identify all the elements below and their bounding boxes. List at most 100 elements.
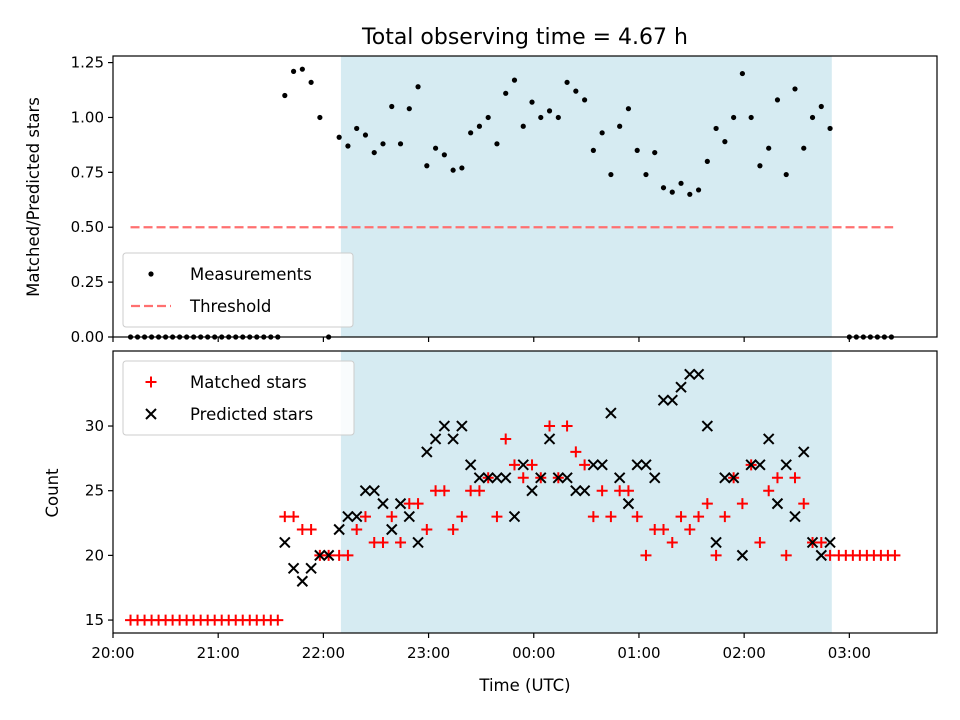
data-point [438,485,450,497]
data-point [450,167,456,173]
data-point [464,459,477,471]
y-tick-label: 25 [85,482,104,500]
data-point [476,123,483,129]
data-point [789,472,801,484]
data-point [675,381,687,393]
data-point [771,497,784,510]
data-point [441,152,447,158]
observing-window-span [340,56,832,337]
data-point [889,549,901,561]
data-point [520,123,526,129]
data-point [403,510,415,523]
y-tick-label: 0.25 [71,273,104,291]
data-point [386,511,398,523]
data-point [447,433,459,445]
data-point [429,433,442,445]
data-point [798,446,810,458]
data-point [380,141,386,147]
data-point [570,446,582,458]
data-point [608,171,614,178]
y-tick-label: 30 [85,417,104,435]
data-point [675,511,687,523]
data-point [731,114,737,121]
data-point [684,368,696,380]
legend: Matched stars Predicted stars [122,360,355,436]
data-point [317,114,323,121]
data-point [719,511,731,523]
data-point [596,459,608,471]
x-axis-label: Time (UTC) [478,676,570,695]
data-point [508,459,520,471]
data-point [579,459,591,471]
data-point [605,407,617,419]
data-point [350,510,363,523]
data-point [543,433,556,445]
data-point [605,511,617,523]
data-point [710,536,722,549]
data-point [695,187,702,193]
data-point [314,549,326,562]
x-tick-label: 21:00 [197,644,240,662]
data-point [459,165,465,171]
data-point [701,498,713,510]
data-point [625,106,632,112]
data-point [503,90,509,96]
data-point [801,145,807,151]
series-0 [125,420,901,626]
data-point [517,459,529,471]
legend-label: Threshold [189,297,271,316]
data-point [780,549,792,561]
data-point [792,86,798,92]
data-point [322,549,335,562]
data-point [754,459,766,471]
data-point [473,472,486,484]
axes-frame [112,350,938,634]
data-point [582,97,588,103]
data-point [544,420,556,432]
data-point [684,524,696,536]
data-point [657,394,670,406]
data-point [643,171,649,178]
y-tick-label: 0.75 [71,163,104,181]
data-point [745,459,757,471]
data-point [827,125,833,132]
data-point [809,114,816,121]
data-point [377,497,389,510]
data-point [762,433,775,445]
data-point [535,472,547,484]
data-point [669,189,675,195]
chart-title: Total observing time = 4.67 h [361,25,688,50]
y-tick-label: 1.00 [71,108,104,126]
data-point [818,103,824,110]
data-point [279,536,291,549]
data-point [282,92,288,99]
y-tick-label: 20 [85,546,104,564]
data-point [362,132,369,138]
data-point [722,139,728,145]
data-point [305,524,317,536]
data-point [491,511,503,523]
data-point [757,163,763,169]
legend-cross-icon [145,408,157,420]
data-point [412,536,424,549]
data-point [631,459,643,471]
data-point [617,123,623,129]
data-point [371,149,377,156]
data-point [640,549,652,561]
data-point [511,77,518,83]
data-point [771,472,783,484]
data-point [596,485,608,497]
data-point [397,141,404,147]
data-point [485,114,491,121]
data-point [412,498,424,510]
data-point [491,472,503,484]
data-point [395,536,407,548]
y-tick-label: 0.00 [71,328,104,346]
data-point [678,180,684,186]
x-tick-label: 02:00 [723,644,766,662]
data-point [652,149,658,156]
y-tick-label: 0.50 [71,218,104,236]
data-point [815,549,827,562]
data-point [578,484,591,497]
